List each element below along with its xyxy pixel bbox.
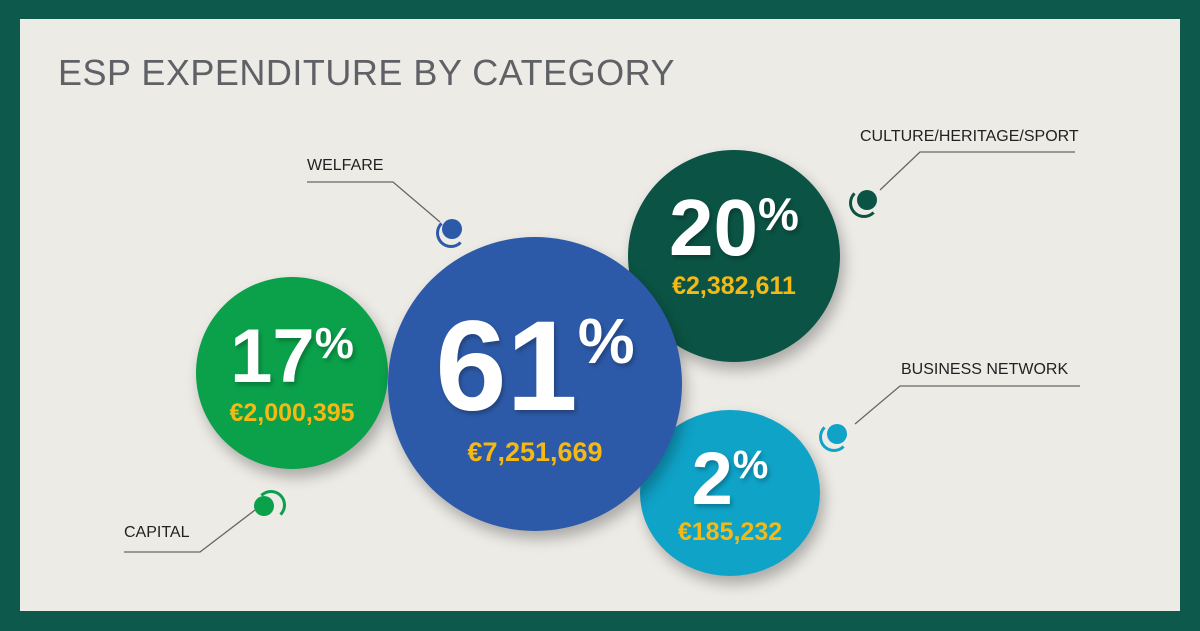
chart-title: ESP EXPENDITURE BY CATEGORY (58, 52, 676, 93)
marker-ring-welfare (436, 218, 466, 248)
category-label-welfare: WELFARE (307, 157, 384, 174)
percent-label-culture: 20% (628, 188, 840, 268)
amount-label-culture: €2,382,611 (672, 272, 796, 300)
marker-ring-capital (256, 490, 286, 520)
percent-value-culture: 20 (669, 183, 759, 272)
percent-label-welfare: 61% (388, 303, 682, 431)
percent-sign-business: % (732, 443, 769, 487)
bubble-business: 2% €185,232 (640, 410, 820, 576)
percent-sign-culture: % (758, 188, 799, 240)
marker-dot-culture (857, 190, 877, 210)
amount-label-welfare: €7,251,669 (467, 437, 603, 467)
percent-label-business: 2% (640, 442, 820, 516)
percent-label-capital: 17% (196, 319, 388, 395)
leader-line-welfare (307, 181, 441, 223)
percent-value-capital: 17 (230, 314, 315, 399)
amount-label-business: €185,232 (677, 518, 783, 546)
leader-line-culture (879, 151, 1075, 191)
marker-dot-capital (254, 496, 274, 516)
category-label-business: BUSINESS NETWORK (901, 361, 1069, 378)
category-label-culture: CULTURE/HERITAGE/SPORT (860, 128, 1079, 145)
leader-line-business (854, 385, 1080, 425)
bubble-welfare: 61% €7,251,669 (388, 237, 682, 531)
percent-sign-capital: % (314, 319, 354, 368)
marker-ring-business (819, 422, 849, 452)
bubble-capital: 17% €2,000,395 (196, 277, 388, 469)
category-label-capital: CAPITAL (124, 524, 190, 541)
percent-value-welfare: 61 (435, 295, 578, 438)
percent-value-business: 2 (691, 437, 733, 520)
percent-sign-welfare: % (577, 305, 635, 377)
marker-ring-culture (849, 188, 879, 218)
marker-dot-welfare (442, 219, 462, 239)
amount-label-capital: €2,000,395 (229, 399, 355, 427)
leader-line-capital (124, 509, 256, 553)
marker-dot-business (827, 424, 847, 444)
